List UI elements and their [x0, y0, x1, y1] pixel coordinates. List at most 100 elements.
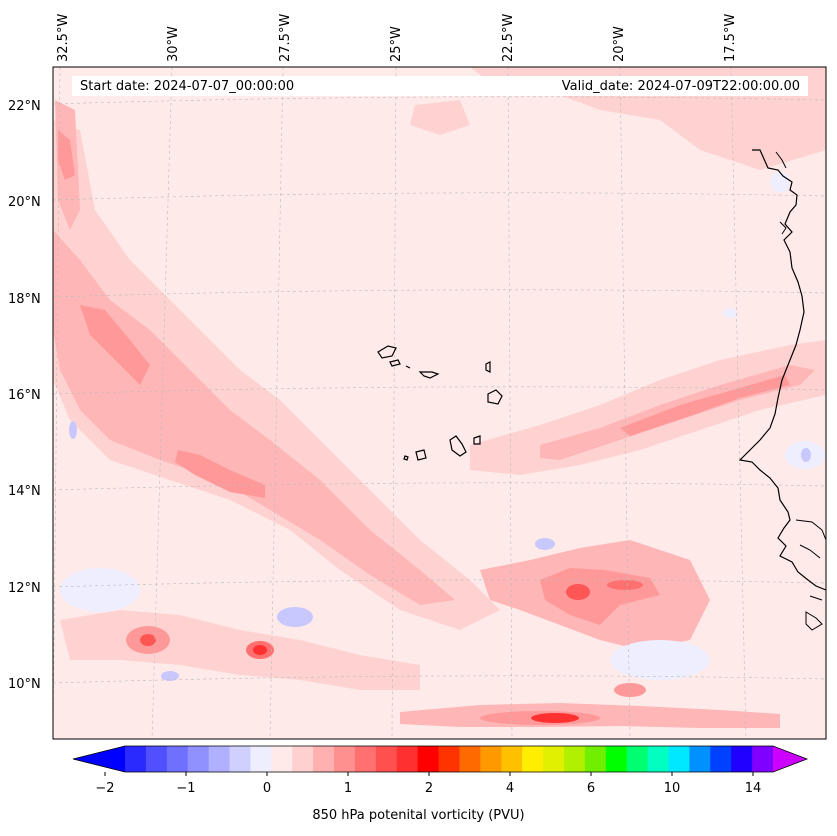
island-sao-vicente [389, 359, 401, 367]
colorbar [72, 745, 809, 773]
colorbar-segment [647, 746, 669, 772]
lat-label: 14°N [8, 484, 41, 499]
lat-label: 16°N [8, 388, 41, 403]
colorbar-extend-high [773, 746, 807, 772]
colorbar-tick-label: −1 [176, 781, 195, 796]
lat-label: 10°N [8, 677, 41, 692]
lon-label: 27.5°W [278, 14, 293, 62]
colorbar-extend-low [73, 746, 125, 772]
pv-south-cluster-core-b [607, 580, 643, 590]
lon-label: 25°W [389, 26, 404, 62]
colorbar-tick-label: 10 [664, 781, 681, 796]
neg-pv-patch-7 [801, 448, 811, 462]
longitude-labels: 32.5°W 30°W 27.5°W 25°W 22.5°W 20°W 17.5… [56, 14, 738, 62]
colorbar-tick-label: 4 [506, 781, 514, 796]
pv-map-panel [53, 67, 826, 739]
pv-northwest-core [58, 130, 75, 180]
lat-label: 20°N [8, 195, 41, 210]
pv-bottom-strip-core [531, 713, 579, 723]
colorbar-segment [250, 746, 272, 772]
island-maio [473, 435, 481, 445]
pv-band-west-core-a [80, 305, 150, 385]
colorbar-label: 850 hPa potenital vorticity (PVU) [312, 808, 525, 823]
colorbar-tick-label: 14 [745, 781, 762, 796]
pv-band-west-mid [53, 230, 455, 605]
colorbar-segment [543, 746, 565, 772]
colorbar-segment [271, 746, 293, 772]
island-santo-antao [377, 345, 397, 359]
pv-blob-sw-1-core [140, 634, 156, 646]
colorbar-segment [438, 746, 460, 772]
map-header-box: Start date: 2024-07-07_00:00:00 Valid_da… [72, 76, 808, 96]
lat-label: 22°N [8, 99, 41, 114]
colorbar-segment [459, 746, 481, 772]
neg-pv-patch-9 [770, 172, 790, 192]
lon-label: 17.5°W [723, 14, 738, 62]
colorbar-tick-label: −2 [95, 781, 114, 796]
island-sal [485, 361, 491, 373]
colorbar-segment [731, 746, 753, 772]
lat-label: 12°N [8, 581, 41, 596]
colorbar-segment [563, 746, 586, 772]
colorbar-tick-label: 2 [425, 781, 433, 796]
pv-band-west-core-b [175, 450, 265, 498]
colorbar-segment [752, 746, 774, 772]
colorbar-segment [480, 746, 502, 772]
latitude-labels: 22°N 20°N 18°N 16°N 14°N 12°N 10°N [8, 99, 41, 692]
island-sao-nicolau [418, 371, 440, 379]
colorbar-segment [396, 746, 419, 772]
colorbar-segment [710, 746, 732, 772]
colorbar-segment [313, 746, 335, 772]
colorbar-segment [354, 746, 377, 772]
africa-coast-islands [795, 519, 826, 631]
coast-detail-north [775, 151, 787, 235]
colorbar-segment [501, 746, 523, 772]
island-brava [403, 455, 409, 461]
neg-pv-patch-3 [161, 671, 179, 681]
map-frame [52, 66, 827, 740]
colorbar-tick-label: 1 [344, 781, 352, 796]
start-date-text: Start date: 2024-07-07_00:00:00 [80, 78, 295, 94]
neg-pv-patch-10 [723, 308, 737, 318]
colorbar-tick-label: 6 [587, 781, 595, 796]
colorbar-segment [689, 746, 711, 772]
graticule [53, 67, 826, 739]
colorbar-ticks: −2 −1 0 1 2 4 6 10 14 [95, 772, 761, 796]
colorbar-segment [187, 746, 210, 772]
pv-blob-sw-2-core [253, 645, 267, 655]
island-santiago [449, 435, 467, 457]
colorbar-segment [522, 746, 544, 772]
colorbar-segment [125, 746, 147, 772]
colorbar-segment [229, 746, 251, 772]
lon-label: 32.5°W [56, 14, 71, 62]
lat-label: 18°N [8, 292, 41, 307]
valid-date-text: Valid_date: 2024-07-09T22:00:00.00 [561, 78, 800, 94]
colorbar-segment [334, 746, 356, 772]
lon-label: 20°W [612, 26, 627, 62]
pv-band-east-core [620, 375, 790, 436]
colorbar-segment [417, 746, 440, 772]
lon-label: 30°W [166, 26, 181, 62]
cape-verde-islands [377, 345, 503, 461]
colorbar-segment [605, 746, 628, 772]
africa-coastline [738, 149, 826, 591]
lon-label: 22.5°W [501, 14, 516, 62]
colorbar-segment [584, 746, 607, 772]
colorbar-segment [208, 746, 231, 772]
island-fogo [415, 449, 427, 461]
colorbar-segment [145, 746, 168, 772]
colorbar-segment [166, 746, 189, 772]
pv-field-north-patch [410, 100, 470, 135]
neg-pv-patch-1 [60, 568, 140, 612]
colorbar-segment [292, 746, 314, 772]
neg-pv-patch-5 [610, 640, 710, 680]
neg-pv-patch-2 [277, 607, 313, 627]
colorbar-segment [626, 746, 649, 772]
island-boa-vista [487, 389, 503, 405]
neg-pv-patch-8 [69, 421, 77, 439]
neg-pv-patch-4 [535, 538, 555, 550]
colorbar-segment [375, 746, 398, 772]
colorbar-outline [72, 745, 809, 773]
island-santa-luzia [405, 365, 411, 369]
pv-blob-s-1 [614, 683, 646, 697]
